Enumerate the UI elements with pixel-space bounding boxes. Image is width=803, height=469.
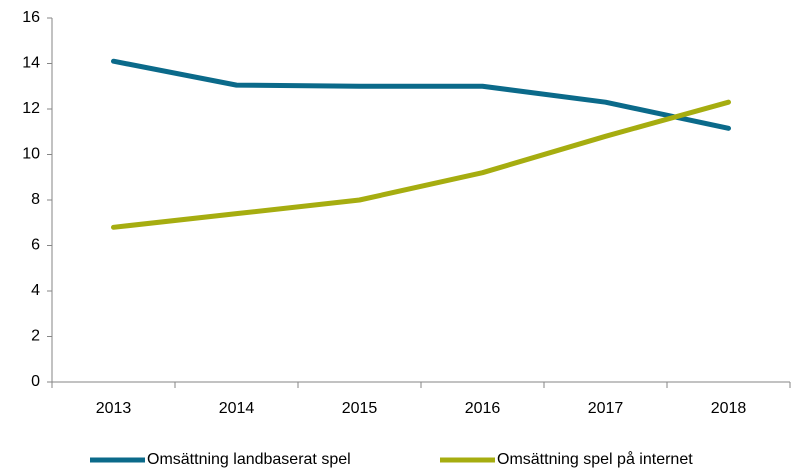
y-tick-label: 12 bbox=[22, 100, 40, 117]
x-tick-label: 2015 bbox=[342, 400, 378, 417]
y-tick-label: 4 bbox=[31, 282, 40, 299]
y-tick-label: 16 bbox=[22, 9, 40, 26]
line bbox=[111, 58, 731, 131]
legend-label: Omsättning landbaserat spel bbox=[147, 451, 351, 468]
x-tick-label: 2017 bbox=[588, 400, 624, 417]
legend-label: Omsättning spel på internet bbox=[497, 450, 693, 468]
y-tick-label: 6 bbox=[31, 237, 40, 254]
y-tick-label: 2 bbox=[31, 328, 40, 345]
x-tick-label: 2018 bbox=[711, 400, 747, 417]
line bbox=[111, 99, 731, 230]
y-tick-label: 8 bbox=[31, 191, 40, 208]
x-tick-label: 2016 bbox=[465, 400, 501, 417]
y-tick-label: 10 bbox=[22, 146, 40, 163]
y-tick-label: 0 bbox=[31, 373, 40, 390]
x-tick-label: 2014 bbox=[219, 400, 255, 417]
x-tick-label: 2013 bbox=[96, 400, 132, 417]
y-tick-label: 14 bbox=[22, 55, 40, 72]
